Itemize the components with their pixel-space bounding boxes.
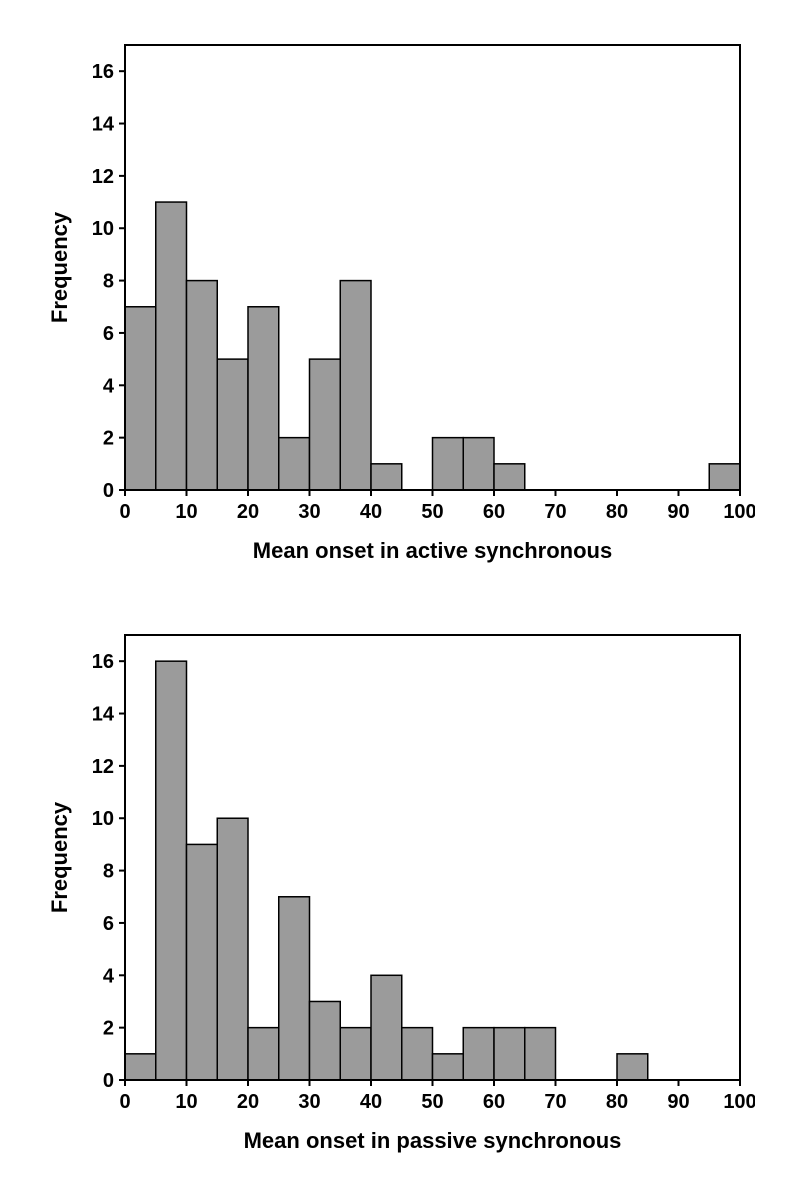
histogram-bar [463,438,494,490]
x-tick-label: 0 [119,1091,130,1113]
y-tick-label: 16 [92,651,114,673]
y-tick-label: 4 [103,965,115,987]
x-tick-label: 70 [544,501,566,523]
y-tick-label: 6 [103,913,114,935]
histogram-bar [310,359,341,490]
histogram-passive-synchronous: 0 10 20 30 40 50 60 70 80 90 100 0 2 4 6 8 10 12 14 16 Mean … [45,620,755,1160]
x-tick-label: 80 [606,501,628,523]
y-axis-label: Frequency [47,211,72,323]
histogram-bar [340,281,371,490]
y-tick-label: 8 [103,861,114,883]
x-tick-label: 90 [667,1091,689,1113]
histogram-bar [402,1028,433,1080]
x-tick-label: 10 [175,501,197,523]
histogram-bar [433,438,464,490]
x-tick-label: 50 [421,501,443,523]
y-tick-label: 4 [103,375,115,397]
y-tick-label: 14 [92,704,115,726]
y-tick-label: 14 [92,114,115,136]
x-tick-label: 20 [237,501,259,523]
histogram-bar [525,1028,556,1080]
histogram-bar [463,1028,494,1080]
x-tick-label: 60 [483,1091,505,1113]
y-tick-label: 6 [103,323,114,345]
histogram-bar [248,1028,279,1080]
y-tick-label: 16 [92,61,114,83]
histogram-bar [709,464,740,490]
x-tick-label: 100 [723,1091,755,1113]
x-tick-label: 40 [360,1091,382,1113]
x-axis-label: Mean onset in passive synchronous [244,1128,622,1153]
histogram-bar [125,1054,156,1080]
histogram-bar [371,975,402,1080]
x-tick-label: 0 [119,501,130,523]
histogram-bar [371,464,402,490]
y-tick-label: 0 [103,480,114,502]
y-tick-label: 2 [103,1018,114,1040]
page: 01020304050607080901000246810121416Mean … [0,0,800,1186]
x-tick-label: 60 [483,501,505,523]
x-tick-label: 30 [298,501,320,523]
histogram-bar [340,1028,371,1080]
x-tick-label: 10 [175,1091,197,1113]
histogram-bar [156,202,187,490]
y-tick-label: 12 [92,756,114,778]
x-tick-label: 40 [360,501,382,523]
histogram-bar [279,897,310,1080]
x-tick-label: 20 [237,1091,259,1113]
histogram-bar [494,1028,525,1080]
x-axis-label: Mean onset in active synchronous [253,538,612,563]
histogram-bar [310,1001,341,1080]
x-tick-label: 80 [606,1091,628,1113]
histogram-bar [125,307,156,490]
y-tick-label: 2 [103,428,114,450]
y-tick-label: 0 [103,1070,114,1092]
histogram-bar [433,1054,464,1080]
histogram-bar [217,359,248,490]
x-tick-label: 50 [421,1091,443,1113]
x-tick-label: 70 [544,1091,566,1113]
histogram-bar [494,464,525,490]
histogram-bar [187,281,218,490]
y-tick-label: 8 [103,271,114,293]
histogram-bar [279,438,310,490]
y-axis-label: Frequency [47,801,72,913]
histogram-bar [617,1054,648,1080]
histogram-bar [248,307,279,490]
histogram-bar [187,844,218,1080]
y-tick-label: 12 [92,166,114,188]
y-tick-label: 10 [92,218,114,240]
histogram-active-synchronous: 0 10 20 30 40 50 60 70 80 90 100 0 2 4 6 8 10 12 14 16 Mean … [45,30,755,570]
histogram-bar [156,661,187,1080]
histogram-bar [217,818,248,1080]
x-tick-label: 100 [723,501,755,523]
x-tick-label: 30 [298,1091,320,1113]
x-tick-label: 90 [667,501,689,523]
y-tick-label: 10 [92,808,114,830]
